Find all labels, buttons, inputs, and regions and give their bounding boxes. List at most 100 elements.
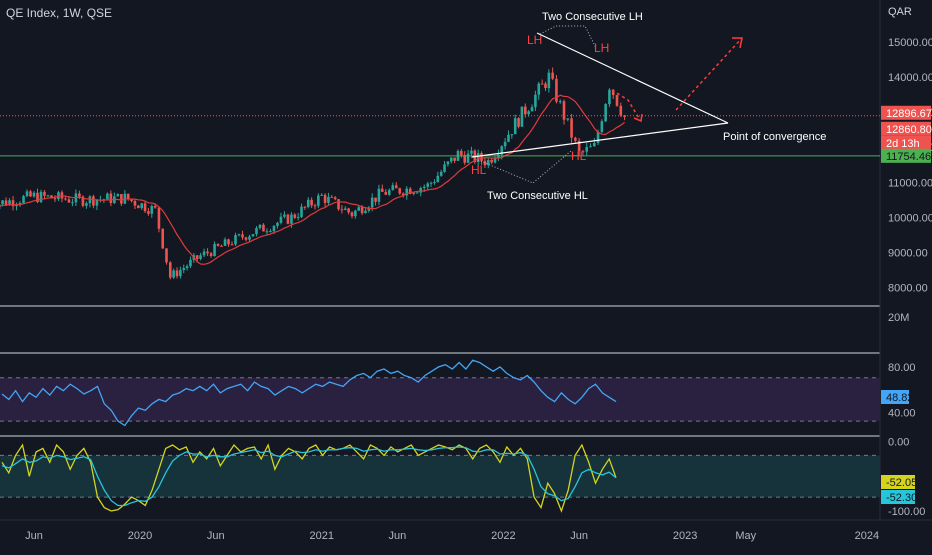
candle-body (40, 192, 43, 202)
candle-body (347, 209, 350, 213)
candle-body (290, 215, 293, 224)
candle-body (563, 101, 566, 119)
candle-body (203, 252, 206, 256)
two-consecutive-hl-label: Two Consecutive HL (487, 190, 588, 202)
hl-callout-line (478, 150, 572, 183)
candle-body (64, 199, 67, 200)
time-axis-tick: 2023 (673, 530, 697, 542)
candle-body (287, 215, 290, 224)
moving-average-line (0, 95, 625, 264)
candle-body (440, 172, 443, 176)
price-axis-tick: 8000.00 (888, 282, 928, 294)
candle-body (182, 268, 185, 270)
price-label-last: 12860.80 (886, 124, 932, 136)
candle-body (616, 95, 619, 106)
candle-body (262, 225, 265, 232)
candle-body (85, 203, 88, 206)
candle-body (412, 193, 415, 194)
candle-body (551, 73, 554, 79)
candle-body (460, 151, 463, 155)
candle-body (297, 217, 300, 218)
candle-body (269, 231, 272, 232)
candle-body (307, 200, 310, 207)
price-axis-tick: 15000.00 (888, 37, 932, 49)
candle-body (453, 158, 456, 161)
triangle-lower-line (472, 123, 728, 157)
time-axis-tick: Jun (389, 530, 407, 542)
candle-body (450, 158, 453, 162)
candle-body (176, 270, 179, 276)
candle-body (158, 208, 161, 229)
hl-label-second: HL (571, 149, 587, 163)
rsi-axis-tick-80: 80.00 (888, 362, 916, 374)
candle-body (534, 95, 537, 107)
candle-body (398, 188, 401, 193)
candle-body (231, 244, 234, 245)
candle-body (447, 162, 450, 165)
time-axis-tick: May (735, 530, 756, 542)
candle-body (527, 111, 530, 114)
candle-body (324, 195, 327, 203)
candle-body (437, 176, 440, 182)
candle-body (144, 203, 147, 211)
candle-body (165, 248, 168, 262)
candle-body (276, 223, 279, 226)
time-axis-tick: 2024 (855, 530, 879, 542)
candle-body (300, 207, 303, 217)
candle-body (304, 207, 307, 208)
candle-body (327, 197, 330, 203)
candle-body (210, 253, 213, 256)
symbol-title: QE Index, 1W, QSE (6, 6, 112, 20)
candle-body (511, 134, 514, 135)
candle-body (92, 196, 95, 205)
time-axis-tick: 2021 (309, 530, 333, 542)
candle-body (255, 228, 258, 234)
candle-body (537, 84, 540, 95)
support-price-label: 11754.46 (886, 151, 931, 163)
candle-body (147, 211, 150, 214)
candle-body (504, 142, 507, 147)
candle-body (548, 73, 551, 88)
candle-body (310, 200, 313, 206)
time-axis-tick: 2022 (491, 530, 515, 542)
candle-body (378, 189, 381, 202)
candle-body (388, 190, 391, 195)
price-axis-tick: 10000.00 (888, 212, 932, 224)
price-axis-tick: 14000.00 (888, 72, 932, 84)
candle-body (541, 84, 544, 85)
candle-body (224, 239, 227, 246)
price-label-high: 12896.67 (886, 108, 932, 120)
candle-body (26, 191, 29, 196)
candle-body (531, 107, 534, 111)
candle-body (320, 195, 323, 196)
candle-body (357, 207, 360, 210)
candle-body (317, 195, 320, 205)
candle-body (29, 191, 32, 196)
candle-body (364, 211, 367, 213)
candle-body (480, 153, 483, 161)
candle-body (196, 255, 199, 259)
time-axis-tick: Jun (25, 530, 43, 542)
candle-body (169, 262, 172, 277)
stoch-axis-tick-0: 0.00 (888, 436, 909, 448)
candle-body (117, 194, 120, 196)
candle-body (266, 231, 269, 232)
candle-body (559, 101, 562, 102)
candle-body (430, 183, 433, 184)
candle-body (137, 206, 140, 209)
candle-body (507, 135, 510, 142)
candle-body (245, 237, 248, 239)
candle-body (331, 197, 334, 198)
time-axis-tick: 2020 (128, 530, 152, 542)
lh-callout-line (540, 26, 596, 48)
candle-body (33, 193, 36, 197)
projection-up-arrow (676, 38, 742, 110)
candle-body (140, 203, 143, 208)
candle-body (433, 182, 436, 183)
candle-body (283, 215, 286, 217)
candle-body (54, 198, 57, 199)
candle-body (47, 195, 50, 196)
candle-body (106, 194, 109, 200)
